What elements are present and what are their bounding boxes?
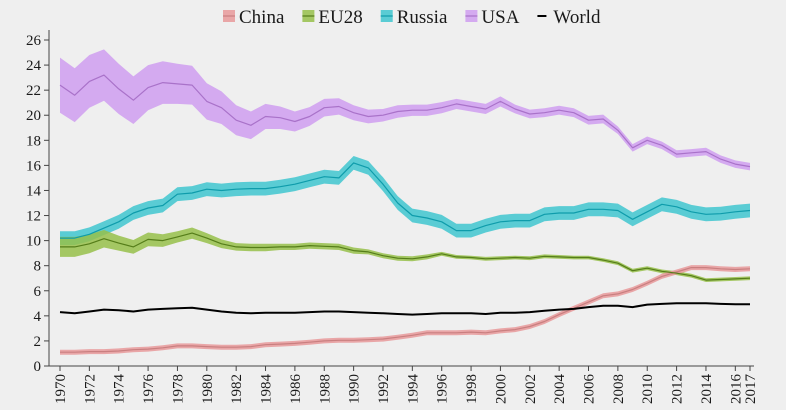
x-tick-label: 1974 [112,374,128,405]
x-tick-label: 2006 [582,374,598,405]
y-tick-label: 2 [34,334,42,350]
y-tick-label: 26 [26,33,42,49]
x-tick-label: 1994 [405,374,421,405]
y-tick-label: 10 [26,234,41,250]
y-tick-label: 22 [26,83,41,99]
x-tick-label: 1976 [141,374,157,405]
x-tick-label: 1986 [288,374,304,405]
x-tick-label: 2004 [552,374,568,405]
legend: China EU28 Russia USA World [223,7,601,28]
y-tick-label: 16 [26,158,42,174]
y-tick-label: 12 [26,209,41,225]
legend-item-china: China [223,7,285,28]
y-tick-label: 14 [26,183,42,199]
usa-band [60,49,750,171]
x-tick-label: 2002 [523,374,539,404]
russia-band [60,156,750,245]
legend-item-world: World [537,7,601,28]
legend-item-usa: USA [465,7,520,28]
x-tick-label: 1980 [200,374,216,404]
x-tick-label: 2012 [670,374,686,404]
legend-label: China [239,7,285,28]
y-tick-label: 20 [26,108,41,124]
x-tick-label: 1990 [347,374,363,404]
x-tick-label: 1988 [317,374,333,404]
x-tick-label: 1996 [435,374,451,405]
x-tick-label: 1970 [53,374,69,404]
y-tick-label: 4 [34,309,42,325]
x-tick-label: 1982 [229,374,245,404]
x-tick-label: 1972 [82,374,98,404]
x-tick-label: 2010 [640,374,656,404]
y-tick-label: 24 [26,58,42,74]
x-tick-label: 2000 [493,374,509,404]
world-line [59,302,750,316]
x-tick-label: 1984 [259,374,275,405]
legend-label: World [553,7,601,28]
legend-label: Russia [397,7,448,28]
x-tick-label: 2016 [728,374,744,405]
x-tick-label: 1992 [376,374,392,404]
eu28-line [60,232,751,281]
x-tick-label: 2014 [699,374,715,405]
x-tick-label: 1978 [170,374,186,404]
x-tick-label: 2008 [611,374,627,404]
x-tick-label: 2017 [743,374,759,405]
y-tick-label: 0 [34,359,42,375]
y-tick-label: 8 [34,259,42,275]
x-tick-label: 1998 [464,374,480,404]
y-tick-label: 6 [34,284,42,300]
legend-label: EU28 [318,7,362,28]
legend-item-russia: Russia [380,7,448,28]
y-tick-label: 18 [26,133,41,149]
eu28-band [60,227,750,282]
legend-item-eu28: EU28 [302,7,363,28]
legend-label: USA [481,7,519,28]
russia-line [60,162,751,239]
china-line [60,267,751,353]
series-lines [59,74,751,353]
usa-line [59,74,751,168]
china-band [60,265,750,355]
